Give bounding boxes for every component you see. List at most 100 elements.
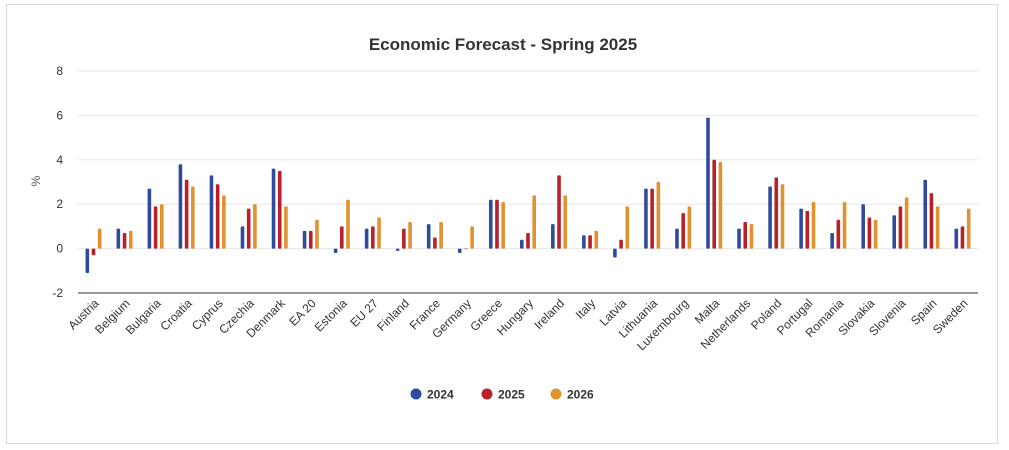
bar-2026-germany[interactable] <box>470 226 474 249</box>
bar-2024-finland[interactable] <box>395 248 400 251</box>
bar-2026-slovenia[interactable] <box>904 197 909 249</box>
bar-2025-ireland[interactable] <box>557 175 561 249</box>
bar-2024-ireland[interactable] <box>551 224 555 249</box>
bar-2024-sweden[interactable] <box>954 228 959 249</box>
y-tick-label: -2 <box>52 286 63 300</box>
bar-2025-austria[interactable] <box>91 248 96 256</box>
bar-2026-belgium[interactable] <box>128 230 133 249</box>
bar-2026-croatia[interactable] <box>191 186 195 249</box>
bar-2024-estonia[interactable] <box>333 248 338 254</box>
bar-2024-eu-27[interactable] <box>364 228 369 249</box>
bar-2024-malta[interactable] <box>706 117 710 249</box>
bar-2025-croatia[interactable] <box>184 179 189 249</box>
bar-2025-czechia[interactable] <box>246 208 251 249</box>
bar-2026-denmark[interactable] <box>284 206 288 249</box>
x-axis-ticks: AustriaBelgiumBulgariaCroatiaCyprusCzech… <box>65 296 970 354</box>
bar-2024-bulgaria[interactable] <box>147 188 152 249</box>
legend-item-2026[interactable]: 2026 <box>550 388 595 402</box>
bar-2024-spain[interactable] <box>923 179 928 249</box>
bar-2026-estonia[interactable] <box>346 199 350 249</box>
legend-label: 2025 <box>498 388 525 402</box>
bar-2025-eu-27[interactable] <box>371 226 375 249</box>
legend-item-2025[interactable]: 2025 <box>481 388 526 402</box>
bar-2024-latvia[interactable] <box>613 248 617 258</box>
bar-2026-ea-20[interactable] <box>315 219 319 249</box>
bar-2026-italy[interactable] <box>594 230 599 249</box>
bar-2025-hungary[interactable] <box>526 233 530 249</box>
legend-marker <box>481 388 493 400</box>
bar-2026-finland[interactable] <box>408 221 412 249</box>
bar-2025-spain[interactable] <box>929 193 934 249</box>
bar-2025-finland[interactable] <box>402 228 406 249</box>
bar-2024-lithuania[interactable] <box>644 188 648 249</box>
bar-2026-netherlands[interactable] <box>749 224 754 249</box>
bar-2024-belgium[interactable] <box>116 228 121 249</box>
x-tick-label: Estonia <box>312 296 350 334</box>
bar-2024-austria[interactable] <box>85 248 90 274</box>
bar-2024-italy[interactable] <box>582 235 586 249</box>
legend-item-2024[interactable]: 2024 <box>410 388 455 402</box>
bar-2026-malta[interactable] <box>718 162 723 249</box>
bar-2025-malta[interactable] <box>712 159 717 249</box>
bar-2025-bulgaria[interactable] <box>153 206 158 249</box>
bar-2026-france[interactable] <box>439 221 443 249</box>
bar-2025-slovakia[interactable] <box>867 217 872 249</box>
bar-2024-portugal[interactable] <box>799 208 803 249</box>
bar-2025-latvia[interactable] <box>619 239 623 249</box>
bar-2025-romania[interactable] <box>836 219 841 249</box>
bar-2024-czechia[interactable] <box>240 226 245 249</box>
bar-2025-france[interactable] <box>433 237 437 249</box>
bar-2026-slovakia[interactable] <box>873 219 878 249</box>
bar-2026-sweden[interactable] <box>966 208 971 249</box>
bar-2025-denmark[interactable] <box>277 170 282 249</box>
bar-2026-portugal[interactable] <box>811 201 816 249</box>
bar-2024-denmark[interactable] <box>271 168 276 249</box>
bar-2025-germany[interactable] <box>464 248 468 250</box>
bar-2024-romania[interactable] <box>830 233 834 249</box>
bar-2025-poland[interactable] <box>774 177 779 249</box>
bar-2026-poland[interactable] <box>780 184 785 249</box>
bar-2024-ea-20[interactable] <box>302 230 307 249</box>
bar-2025-estonia[interactable] <box>339 226 344 249</box>
bar-2025-sweden[interactable] <box>960 226 965 249</box>
bar-2024-cyprus[interactable] <box>209 175 214 249</box>
legend[interactable]: 2024 2025 2026 <box>410 388 595 402</box>
bar-2026-hungary[interactable] <box>532 195 536 249</box>
bar-2026-austria[interactable] <box>97 228 102 249</box>
legend-marker <box>410 388 422 400</box>
bar-2025-ea-20[interactable] <box>308 230 313 249</box>
bar-2025-italy[interactable] <box>588 235 592 249</box>
bar-2025-lithuania[interactable] <box>650 188 654 249</box>
y-tick-label: 6 <box>56 108 63 122</box>
bar-2026-greece[interactable] <box>501 201 505 249</box>
bar-2025-cyprus[interactable] <box>215 184 220 249</box>
bars <box>85 117 971 274</box>
bar-2024-croatia[interactable] <box>178 164 183 249</box>
bar-2026-spain[interactable] <box>935 206 940 249</box>
bar-2026-czechia[interactable] <box>253 204 257 249</box>
bar-2025-belgium[interactable] <box>122 233 127 249</box>
bar-2024-luxembourg[interactable] <box>675 228 679 249</box>
bar-2025-netherlands[interactable] <box>743 221 748 249</box>
bar-2026-lithuania[interactable] <box>656 182 661 249</box>
bar-2026-ireland[interactable] <box>563 195 568 249</box>
bar-2024-slovenia[interactable] <box>892 215 897 249</box>
bar-2024-netherlands[interactable] <box>737 228 741 249</box>
bar-2026-bulgaria[interactable] <box>159 204 164 249</box>
bar-2024-greece[interactable] <box>488 199 493 249</box>
bar-2026-romania[interactable] <box>842 201 847 249</box>
bar-2026-luxembourg[interactable] <box>687 206 692 249</box>
bar-2024-france[interactable] <box>426 224 431 249</box>
bar-2026-cyprus[interactable] <box>222 195 226 249</box>
bar-2025-luxembourg[interactable] <box>681 213 685 249</box>
bar-2024-poland[interactable] <box>768 186 772 249</box>
bar-2025-greece[interactable] <box>495 199 499 249</box>
bar-2025-portugal[interactable] <box>805 210 810 249</box>
bar-2024-slovakia[interactable] <box>861 204 865 249</box>
bar-2026-latvia[interactable] <box>625 206 630 249</box>
bar-2026-eu-27[interactable] <box>377 217 381 249</box>
bar-2025-slovenia[interactable] <box>898 206 903 249</box>
bar-2024-hungary[interactable] <box>520 239 524 249</box>
bar-2024-germany[interactable] <box>457 248 462 254</box>
